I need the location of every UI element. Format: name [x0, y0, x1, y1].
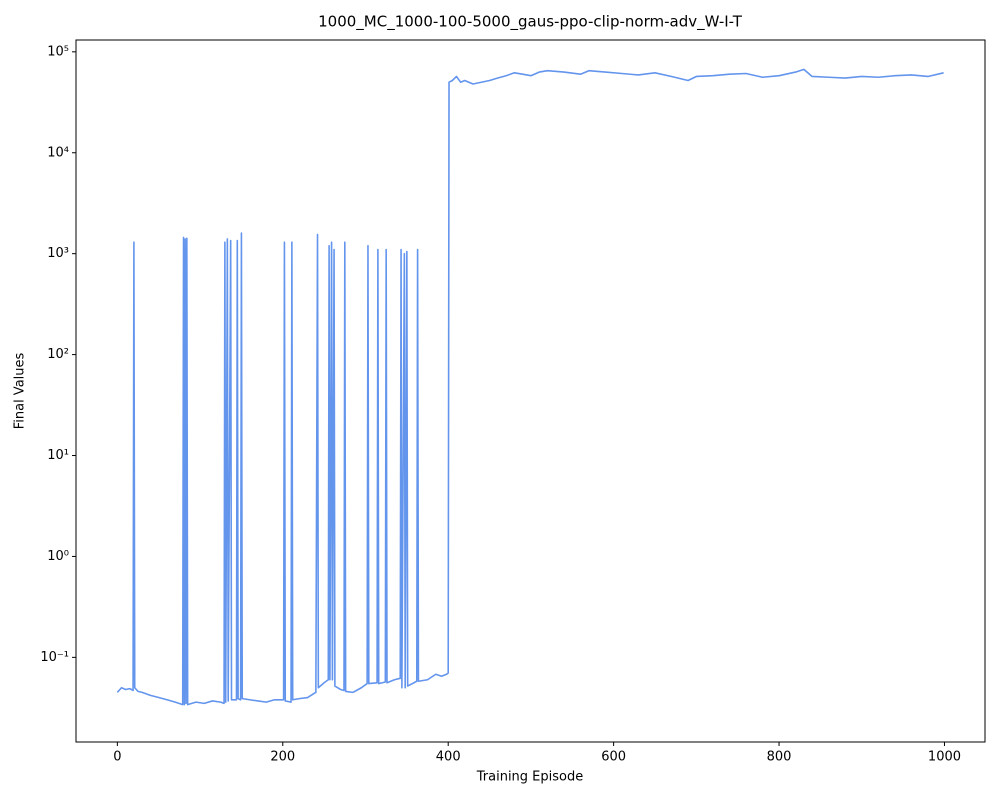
- y-axis-label: Final Values: [13, 352, 28, 429]
- x-tick-label: 1000: [928, 750, 961, 765]
- y-tick-label: 10⁻¹: [40, 650, 69, 665]
- x-tick-label: 200: [270, 750, 295, 765]
- chart-title: 1000_MC_1000-100-5000_gaus-ppo-clip-norm…: [318, 13, 743, 32]
- x-axis-label: Training Episode: [476, 770, 583, 785]
- series-line: [116, 68, 944, 706]
- y-tick-label: 10¹: [47, 448, 69, 463]
- plot-frame: [75, 39, 986, 743]
- y-tick-label: 10³: [47, 246, 69, 261]
- x-tick-label: 0: [113, 750, 121, 765]
- y-tick-label: 10⁴: [47, 145, 69, 160]
- y-tick-label: 10⁵: [47, 44, 69, 59]
- x-tick-label: 600: [601, 750, 626, 765]
- y-tick-label: 10⁰: [47, 549, 69, 564]
- y-tick-label: 10²: [47, 347, 69, 362]
- x-tick-label: 400: [436, 750, 461, 765]
- x-tick-label: 800: [767, 750, 792, 765]
